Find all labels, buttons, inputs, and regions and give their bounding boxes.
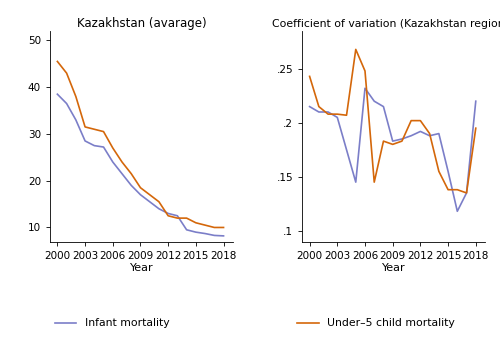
- X-axis label: Year: Year: [382, 263, 406, 273]
- X-axis label: Year: Year: [130, 263, 153, 273]
- Legend: Under–5 child mortality: Under–5 child mortality: [292, 314, 460, 333]
- Title: Coefficient of variation (Kazakhstan regions): Coefficient of variation (Kazakhstan reg…: [272, 19, 500, 29]
- Title: Kazakhstan (avarage): Kazakhstan (avarage): [76, 17, 206, 30]
- Legend: Infant mortality: Infant mortality: [50, 314, 174, 333]
